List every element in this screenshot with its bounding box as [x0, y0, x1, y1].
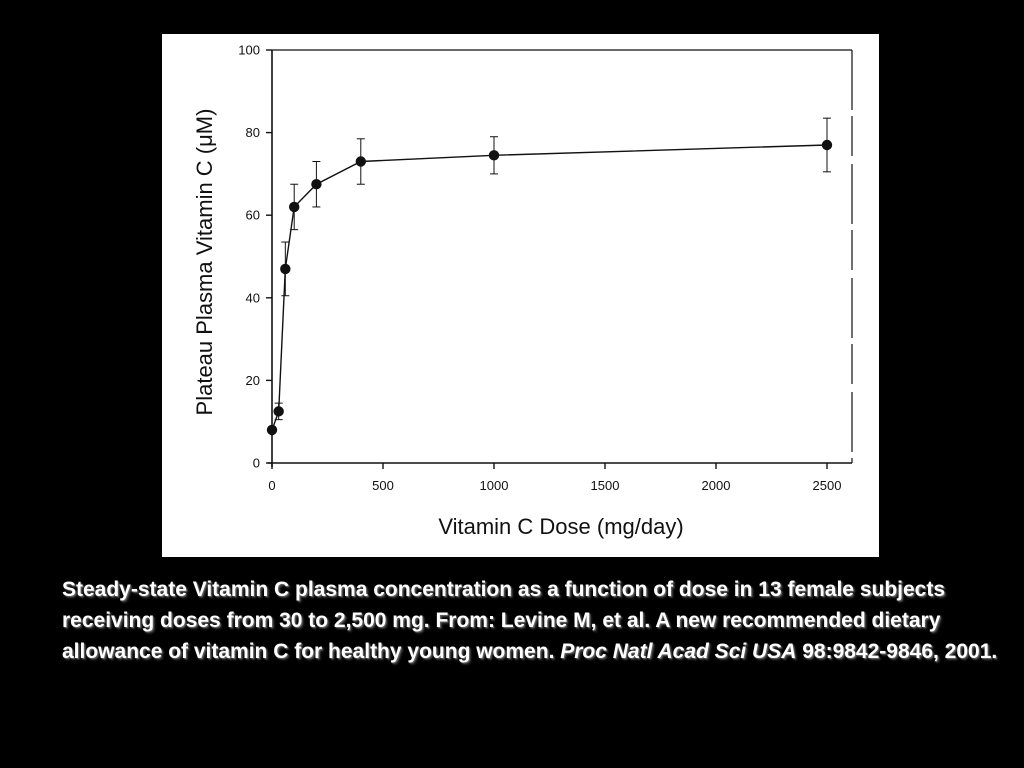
- x-tick-label: 1500: [591, 478, 620, 493]
- y-tick-label: 40: [246, 290, 260, 305]
- data-point: [311, 179, 322, 190]
- y-axis-title: Plateau Plasma Vitamin C (μM): [192, 109, 217, 416]
- figure-caption: Steady-state Vitamin C plasma concentrat…: [62, 574, 1002, 667]
- y-tick-label: 80: [246, 125, 260, 140]
- x-axis-title: Vitamin C Dose (mg/day): [438, 514, 683, 539]
- x-tick-label: 2500: [813, 478, 842, 493]
- data-point: [273, 406, 284, 417]
- caption-main-text: Steady-state Vitamin C plasma concentrat…: [62, 578, 946, 663]
- data-point: [280, 263, 291, 275]
- data-point: [821, 139, 833, 151]
- caption-citation: 98:9842-9846, 2001.: [796, 640, 998, 663]
- x-tick-label: 1000: [480, 478, 509, 493]
- x-tick-label: 0: [268, 478, 275, 493]
- caption-journal-name: Proc Natl Acad Sci USA: [560, 640, 797, 663]
- chart-panel: 0 20 40 60 80 100 0 500 1000 1500 2000 2500 Plateau…: [162, 34, 879, 557]
- y-tick-label: 0: [253, 456, 260, 471]
- y-tick-label: 100: [238, 43, 260, 58]
- y-tick-label: 20: [246, 373, 260, 388]
- y-tick-label: 60: [246, 208, 260, 223]
- data-point: [289, 201, 300, 213]
- data-point: [488, 150, 500, 161]
- data-point: [355, 156, 366, 167]
- x-tick-label: 500: [372, 478, 394, 493]
- series-line: [271, 144, 828, 431]
- x-tick-label: 2000: [702, 478, 731, 493]
- data-point: [266, 424, 278, 436]
